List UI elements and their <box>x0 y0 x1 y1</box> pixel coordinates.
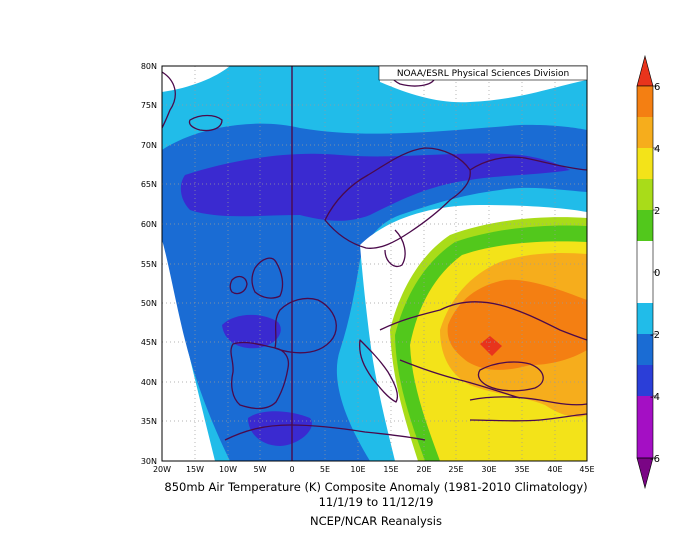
lat-label: 80N <box>141 62 157 71</box>
lat-label: 50N <box>141 299 157 308</box>
lon-label: 5E <box>320 465 330 474</box>
lat-labels: 80N 75N 70N 65N 60N 55N 50N 45N 40N 35N … <box>141 62 157 466</box>
field-deepblue-morocco <box>248 411 312 446</box>
lon-label: 20E <box>416 465 431 474</box>
lon-labels: 20W 15W 10W 5W 0 5E 10E 15E 20E 25E 30E … <box>153 465 595 474</box>
colorbar-swatch <box>637 148 653 179</box>
lon-label: 45E <box>579 465 594 474</box>
field-deepblue-biscay <box>222 314 281 349</box>
colorbar-swatch <box>637 117 653 148</box>
lat-label: 55N <box>141 260 157 269</box>
lon-label: 10W <box>219 465 237 474</box>
lon-label: 15E <box>383 465 398 474</box>
colorbar-label: 4 <box>654 144 660 155</box>
lat-label: 60N <box>141 220 157 229</box>
field-white-west <box>162 225 215 461</box>
colorbar: 6 4 2 0 -2 -4 -6 <box>636 54 660 490</box>
field-deepblue-north <box>180 153 570 221</box>
lat-label: 75N <box>141 101 157 110</box>
field-red-core <box>480 336 502 356</box>
lat-label: 40N <box>141 378 157 387</box>
lon-label: 25E <box>448 465 463 474</box>
plot-frame <box>161 65 588 462</box>
lat-label: 35N <box>141 417 157 426</box>
credit-text: NOAA/ESRL Physical Sciences Division <box>397 69 569 79</box>
colorbar-swatch <box>637 86 653 117</box>
lon-label: 15W <box>186 465 204 474</box>
colorbar-label: -2 <box>650 330 660 341</box>
lon-label: 40E <box>547 465 562 474</box>
colorbar-label: 0 <box>654 268 660 279</box>
date-range: 11/1/19 to 11/12/19 <box>318 495 434 509</box>
data-source: NCEP/NCAR Reanalysis <box>310 514 442 528</box>
lon-label: 10E <box>350 465 365 474</box>
lon-label: 35E <box>514 465 529 474</box>
colorbar-swatch <box>637 396 653 427</box>
figure-title: 850mb Air Temperature (K) Composite Anom… <box>164 480 588 494</box>
lon-label: 30E <box>481 465 496 474</box>
lat-label: 70N <box>141 141 157 150</box>
colorbar-swatch <box>637 210 653 241</box>
credit-box <box>378 65 588 81</box>
lat-label: 45N <box>141 338 157 347</box>
colorbar-swatch <box>637 303 653 334</box>
colorbar-top-arrow <box>636 54 654 87</box>
anomaly-shading <box>162 66 587 461</box>
colorbar-label: -6 <box>650 454 660 465</box>
colorbar-swatch <box>637 334 653 365</box>
lon-label: 0 <box>289 465 294 474</box>
lat-label: 30N <box>141 457 157 466</box>
lon-label: 20W <box>153 465 171 474</box>
lon-label: 5W <box>254 465 267 474</box>
colorbar-swatch <box>637 365 653 396</box>
colorbar-swatch <box>637 241 653 303</box>
colorbar-swatch <box>637 179 653 210</box>
coastlines <box>162 69 587 441</box>
colorbar-label: 6 <box>654 82 660 93</box>
colorbar-label: -4 <box>650 392 660 403</box>
field-white-nw <box>162 66 230 92</box>
lat-label: 65N <box>141 180 157 189</box>
colorbar-swatch <box>637 427 653 458</box>
colorbar-label: 2 <box>654 206 660 217</box>
